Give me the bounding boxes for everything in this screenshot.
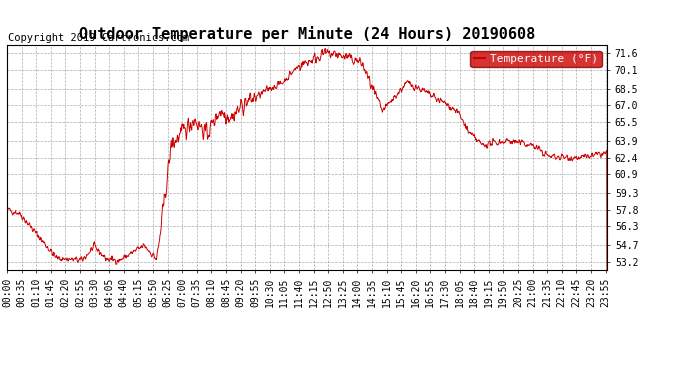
Title: Outdoor Temperature per Minute (24 Hours) 20190608: Outdoor Temperature per Minute (24 Hours… [79,27,535,42]
Legend: Temperature (°F): Temperature (°F) [471,51,602,68]
Text: Copyright 2019 Cartronics.com: Copyright 2019 Cartronics.com [8,33,189,43]
